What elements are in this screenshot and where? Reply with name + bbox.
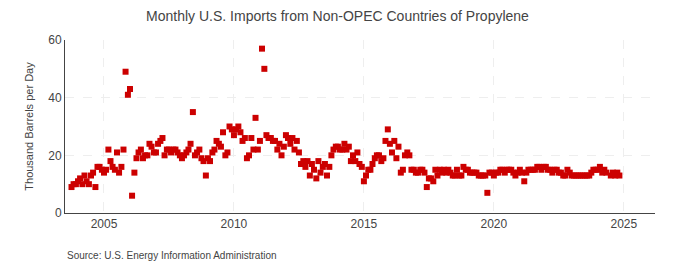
svg-text:2025: 2025 [610, 217, 637, 231]
svg-text:Thousand Barrels per Day: Thousand Barrels per Day [23, 62, 35, 191]
svg-text:Monthly U.S. Imports from Non-: Monthly U.S. Imports from Non-OPEC Count… [146, 8, 529, 24]
svg-text:20: 20 [48, 149, 62, 163]
svg-text:2010: 2010 [221, 217, 248, 231]
svg-text:2020: 2020 [480, 217, 507, 231]
svg-text:Source: U.S. Energy Informatio: Source: U.S. Energy Information Administ… [67, 250, 277, 261]
svg-text:2015: 2015 [351, 217, 378, 231]
svg-text:40: 40 [48, 91, 62, 105]
svg-text:2005: 2005 [91, 217, 118, 231]
svg-text:60: 60 [48, 33, 62, 47]
svg-text:0: 0 [55, 206, 62, 220]
